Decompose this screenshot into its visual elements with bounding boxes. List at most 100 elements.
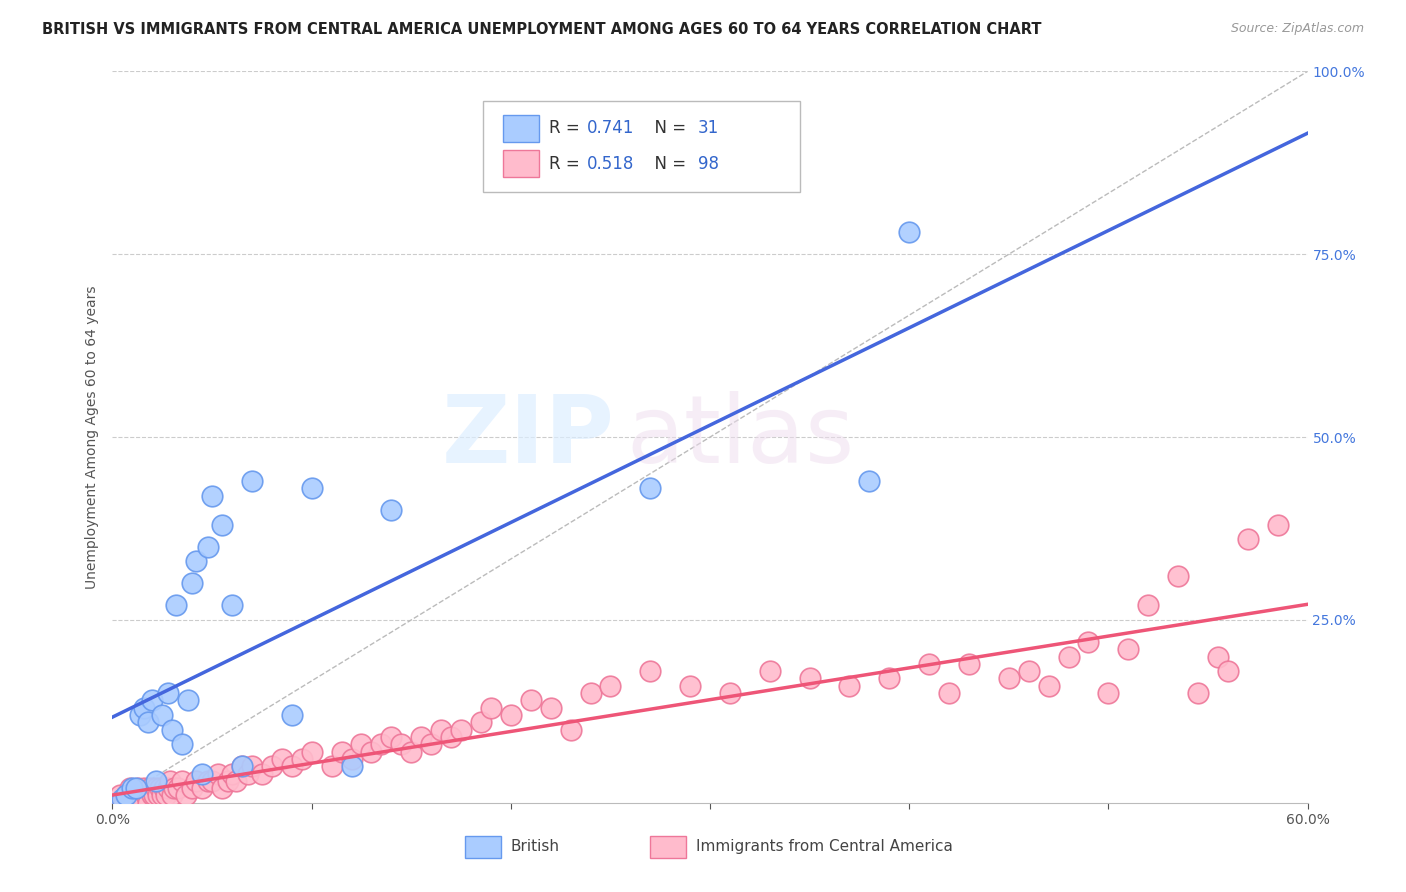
- Point: [640, 481, 662, 495]
- Point: [174, 789, 197, 803]
- Point: [470, 715, 492, 730]
- Point: [145, 781, 167, 796]
- Point: [139, 781, 162, 796]
- Point: [186, 554, 208, 568]
- Point: [131, 796, 153, 810]
- Point: [159, 773, 181, 788]
- Point: [117, 789, 139, 803]
- Point: [340, 759, 363, 773]
- Point: [121, 781, 143, 796]
- Point: [153, 781, 176, 796]
- Point: [172, 773, 194, 788]
- Text: R =: R =: [548, 120, 585, 137]
- Point: [107, 796, 129, 810]
- Point: [211, 517, 233, 532]
- Point: [401, 745, 423, 759]
- Point: [1097, 686, 1119, 700]
- Point: [217, 773, 239, 788]
- Point: [114, 796, 135, 810]
- Point: [411, 730, 433, 744]
- FancyBboxPatch shape: [651, 836, 686, 858]
- Point: [231, 759, 253, 773]
- Point: [520, 693, 543, 707]
- Point: [145, 773, 167, 788]
- Text: N =: N =: [644, 154, 692, 172]
- Text: R =: R =: [548, 154, 585, 172]
- Point: [150, 789, 173, 803]
- Point: [479, 700, 502, 714]
- Point: [440, 730, 463, 744]
- Point: [121, 789, 143, 803]
- Point: [138, 796, 160, 810]
- Point: [201, 773, 224, 788]
- Text: 98: 98: [699, 154, 718, 172]
- Point: [191, 781, 214, 796]
- Point: [155, 789, 177, 803]
- Point: [105, 796, 128, 810]
- FancyBboxPatch shape: [484, 101, 800, 192]
- Point: [129, 789, 152, 803]
- Point: [167, 781, 190, 796]
- Point: [149, 781, 172, 796]
- Point: [281, 708, 304, 723]
- Text: 0.741: 0.741: [586, 120, 634, 137]
- FancyBboxPatch shape: [503, 150, 538, 178]
- Point: [197, 773, 219, 788]
- Point: [141, 789, 163, 803]
- Point: [380, 503, 402, 517]
- Point: [1077, 635, 1099, 649]
- Point: [838, 679, 860, 693]
- Point: [250, 766, 273, 780]
- Point: [125, 789, 148, 803]
- Point: [157, 781, 180, 796]
- Point: [599, 679, 621, 693]
- Point: [120, 781, 142, 796]
- Point: [125, 781, 148, 796]
- Point: [211, 781, 233, 796]
- Text: 0.518: 0.518: [586, 154, 634, 172]
- Point: [918, 657, 941, 671]
- Point: [1187, 686, 1209, 700]
- Point: [1237, 533, 1260, 547]
- Point: [1267, 517, 1289, 532]
- Point: [330, 745, 353, 759]
- Text: N =: N =: [644, 120, 692, 137]
- Point: [301, 745, 323, 759]
- Point: [138, 715, 160, 730]
- Point: [879, 672, 901, 686]
- Point: [260, 759, 283, 773]
- Point: [181, 576, 204, 591]
- Point: [301, 481, 323, 495]
- Point: [135, 789, 157, 803]
- Point: [134, 781, 156, 796]
- Text: BRITISH VS IMMIGRANTS FROM CENTRAL AMERICA UNEMPLOYMENT AMONG AGES 60 TO 64 YEAR: BRITISH VS IMMIGRANTS FROM CENTRAL AMERI…: [42, 22, 1042, 37]
- Point: [207, 766, 229, 780]
- Point: [221, 766, 243, 780]
- Point: [115, 789, 138, 803]
- Point: [540, 700, 562, 714]
- Point: [957, 657, 980, 671]
- Point: [162, 789, 183, 803]
- Point: [370, 737, 392, 751]
- Point: [1038, 679, 1060, 693]
- Point: [165, 599, 187, 613]
- Point: [718, 686, 741, 700]
- Point: [1167, 569, 1189, 583]
- Point: [157, 686, 180, 700]
- Point: [450, 723, 472, 737]
- Text: Source: ZipAtlas.com: Source: ZipAtlas.com: [1230, 22, 1364, 36]
- Text: 31: 31: [699, 120, 720, 137]
- Point: [225, 773, 247, 788]
- Point: [759, 664, 782, 678]
- Point: [938, 686, 960, 700]
- Point: [1057, 649, 1080, 664]
- Text: British: British: [510, 839, 560, 855]
- Point: [111, 792, 134, 806]
- Point: [162, 723, 183, 737]
- Point: [858, 474, 880, 488]
- Point: [181, 781, 204, 796]
- Point: [281, 759, 304, 773]
- Text: Immigrants from Central America: Immigrants from Central America: [696, 839, 952, 855]
- Point: [291, 752, 314, 766]
- Point: [1118, 642, 1140, 657]
